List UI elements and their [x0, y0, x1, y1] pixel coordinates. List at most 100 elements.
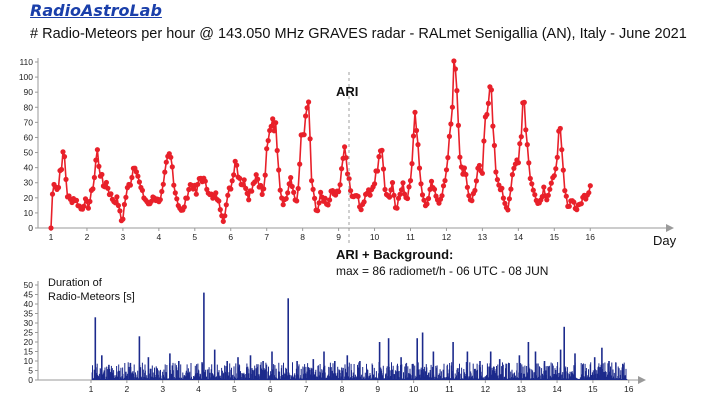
rate-point: [267, 127, 273, 134]
rate-point: [446, 133, 452, 139]
rate-point: [123, 194, 129, 200]
rate-y-tick-label: 100: [19, 72, 33, 82]
rate-point: [509, 172, 515, 178]
rate-point: [225, 192, 231, 198]
rate-point: [91, 174, 97, 181]
info-heading: ARI + Background:: [336, 247, 453, 262]
rate-x-tick-label: 12: [442, 232, 452, 242]
chart-title: # Radio-Meteors per hour @ 143.050 MHz G…: [30, 26, 687, 42]
rate-point: [493, 169, 499, 175]
rate-point: [544, 197, 550, 203]
rate-point: [127, 182, 133, 188]
rate-point: [406, 184, 412, 190]
rate-point: [60, 149, 66, 155]
rate-point: [452, 66, 458, 72]
rate-point: [139, 187, 145, 193]
lower-chart-label-line2: Radio-Meteors [s]: [48, 291, 135, 303]
duration-y-tick-label: 0: [28, 375, 33, 385]
rate-y-tick-label: 60: [24, 132, 34, 142]
rate-point: [431, 186, 438, 192]
rate-point: [448, 121, 454, 127]
rate-x-tick-label: 16: [586, 232, 596, 242]
rate-point: [220, 218, 226, 224]
duration-x-tick-label: 10: [409, 384, 419, 394]
rate-point: [586, 190, 592, 196]
rate-point: [574, 207, 580, 213]
rate-point: [559, 147, 565, 153]
rate-point: [541, 184, 547, 190]
rate-point: [312, 195, 318, 201]
rate-point: [490, 123, 496, 129]
rate-point: [162, 169, 168, 175]
rate-point: [484, 111, 490, 118]
duration-x-tick-label: 15: [588, 384, 598, 394]
rate-point: [222, 213, 228, 219]
rate-point: [418, 181, 424, 187]
rate-point: [400, 180, 406, 186]
rate-y-tick-label: 40: [24, 163, 34, 173]
rate-point: [415, 142, 421, 148]
rate-point: [425, 195, 432, 202]
rate-point: [240, 182, 246, 188]
rate-point: [499, 185, 505, 191]
rate-point: [416, 165, 423, 171]
rate-point: [394, 205, 400, 211]
rate-point: [386, 194, 393, 200]
rate-point: [506, 196, 512, 202]
rate-point: [259, 191, 265, 197]
duration-y-tick-label: 40: [24, 299, 34, 309]
rate-point: [524, 142, 530, 148]
rate-point: [301, 132, 307, 138]
rate-point: [587, 183, 593, 189]
rate-point: [318, 189, 324, 195]
rate-point: [85, 205, 91, 211]
rate-point: [505, 207, 511, 213]
rate-point: [578, 201, 584, 207]
rate-x-tick-label: 2: [85, 232, 90, 242]
rate-point: [217, 207, 223, 213]
rate-point: [515, 160, 522, 166]
rate-point: [228, 186, 234, 192]
info-detail: max = 86 radiomet/h - 06 UTC - 08 JUN: [336, 264, 548, 278]
rate-point: [172, 190, 178, 196]
rate-point: [397, 191, 403, 197]
rate-point: [530, 187, 536, 193]
rate-point: [443, 167, 450, 173]
duration-x-tick-label: 16: [624, 384, 634, 394]
rate-point: [273, 120, 279, 126]
rate-point: [171, 182, 177, 188]
rate-point: [289, 183, 295, 190]
rate-point: [168, 154, 174, 160]
rate-point: [404, 195, 411, 202]
rate-point: [229, 178, 235, 184]
rate-point: [358, 207, 364, 213]
rate-x-tick-label: 5: [192, 232, 197, 242]
rate-point: [315, 208, 321, 214]
duration-x-tick-label: 3: [160, 384, 165, 394]
rate-point: [163, 159, 169, 165]
rate-point: [288, 175, 294, 181]
rate-y-tick-label: 0: [28, 223, 33, 233]
rate-point: [473, 178, 479, 184]
rate-point: [389, 180, 396, 186]
rate-point: [345, 171, 351, 177]
rate-point: [202, 178, 208, 184]
duration-x-tick-label: 7: [304, 384, 309, 394]
rate-point: [274, 147, 280, 154]
rate-point: [117, 208, 123, 214]
rate-point: [213, 190, 219, 196]
rate-point: [115, 202, 121, 209]
rate-x-tick-label: 11: [406, 232, 415, 242]
rate-point: [409, 161, 415, 167]
rate-point: [231, 172, 237, 178]
rate-point: [280, 202, 286, 208]
rate-point: [508, 186, 514, 192]
rate-point: [410, 133, 417, 139]
rate-point: [382, 186, 388, 193]
rate-point: [303, 113, 309, 119]
rate-x-tick-label: 1: [49, 232, 54, 242]
rate-point: [413, 127, 420, 134]
rate-point: [316, 200, 322, 206]
rate-point: [339, 166, 345, 172]
rate-point: [421, 197, 427, 203]
